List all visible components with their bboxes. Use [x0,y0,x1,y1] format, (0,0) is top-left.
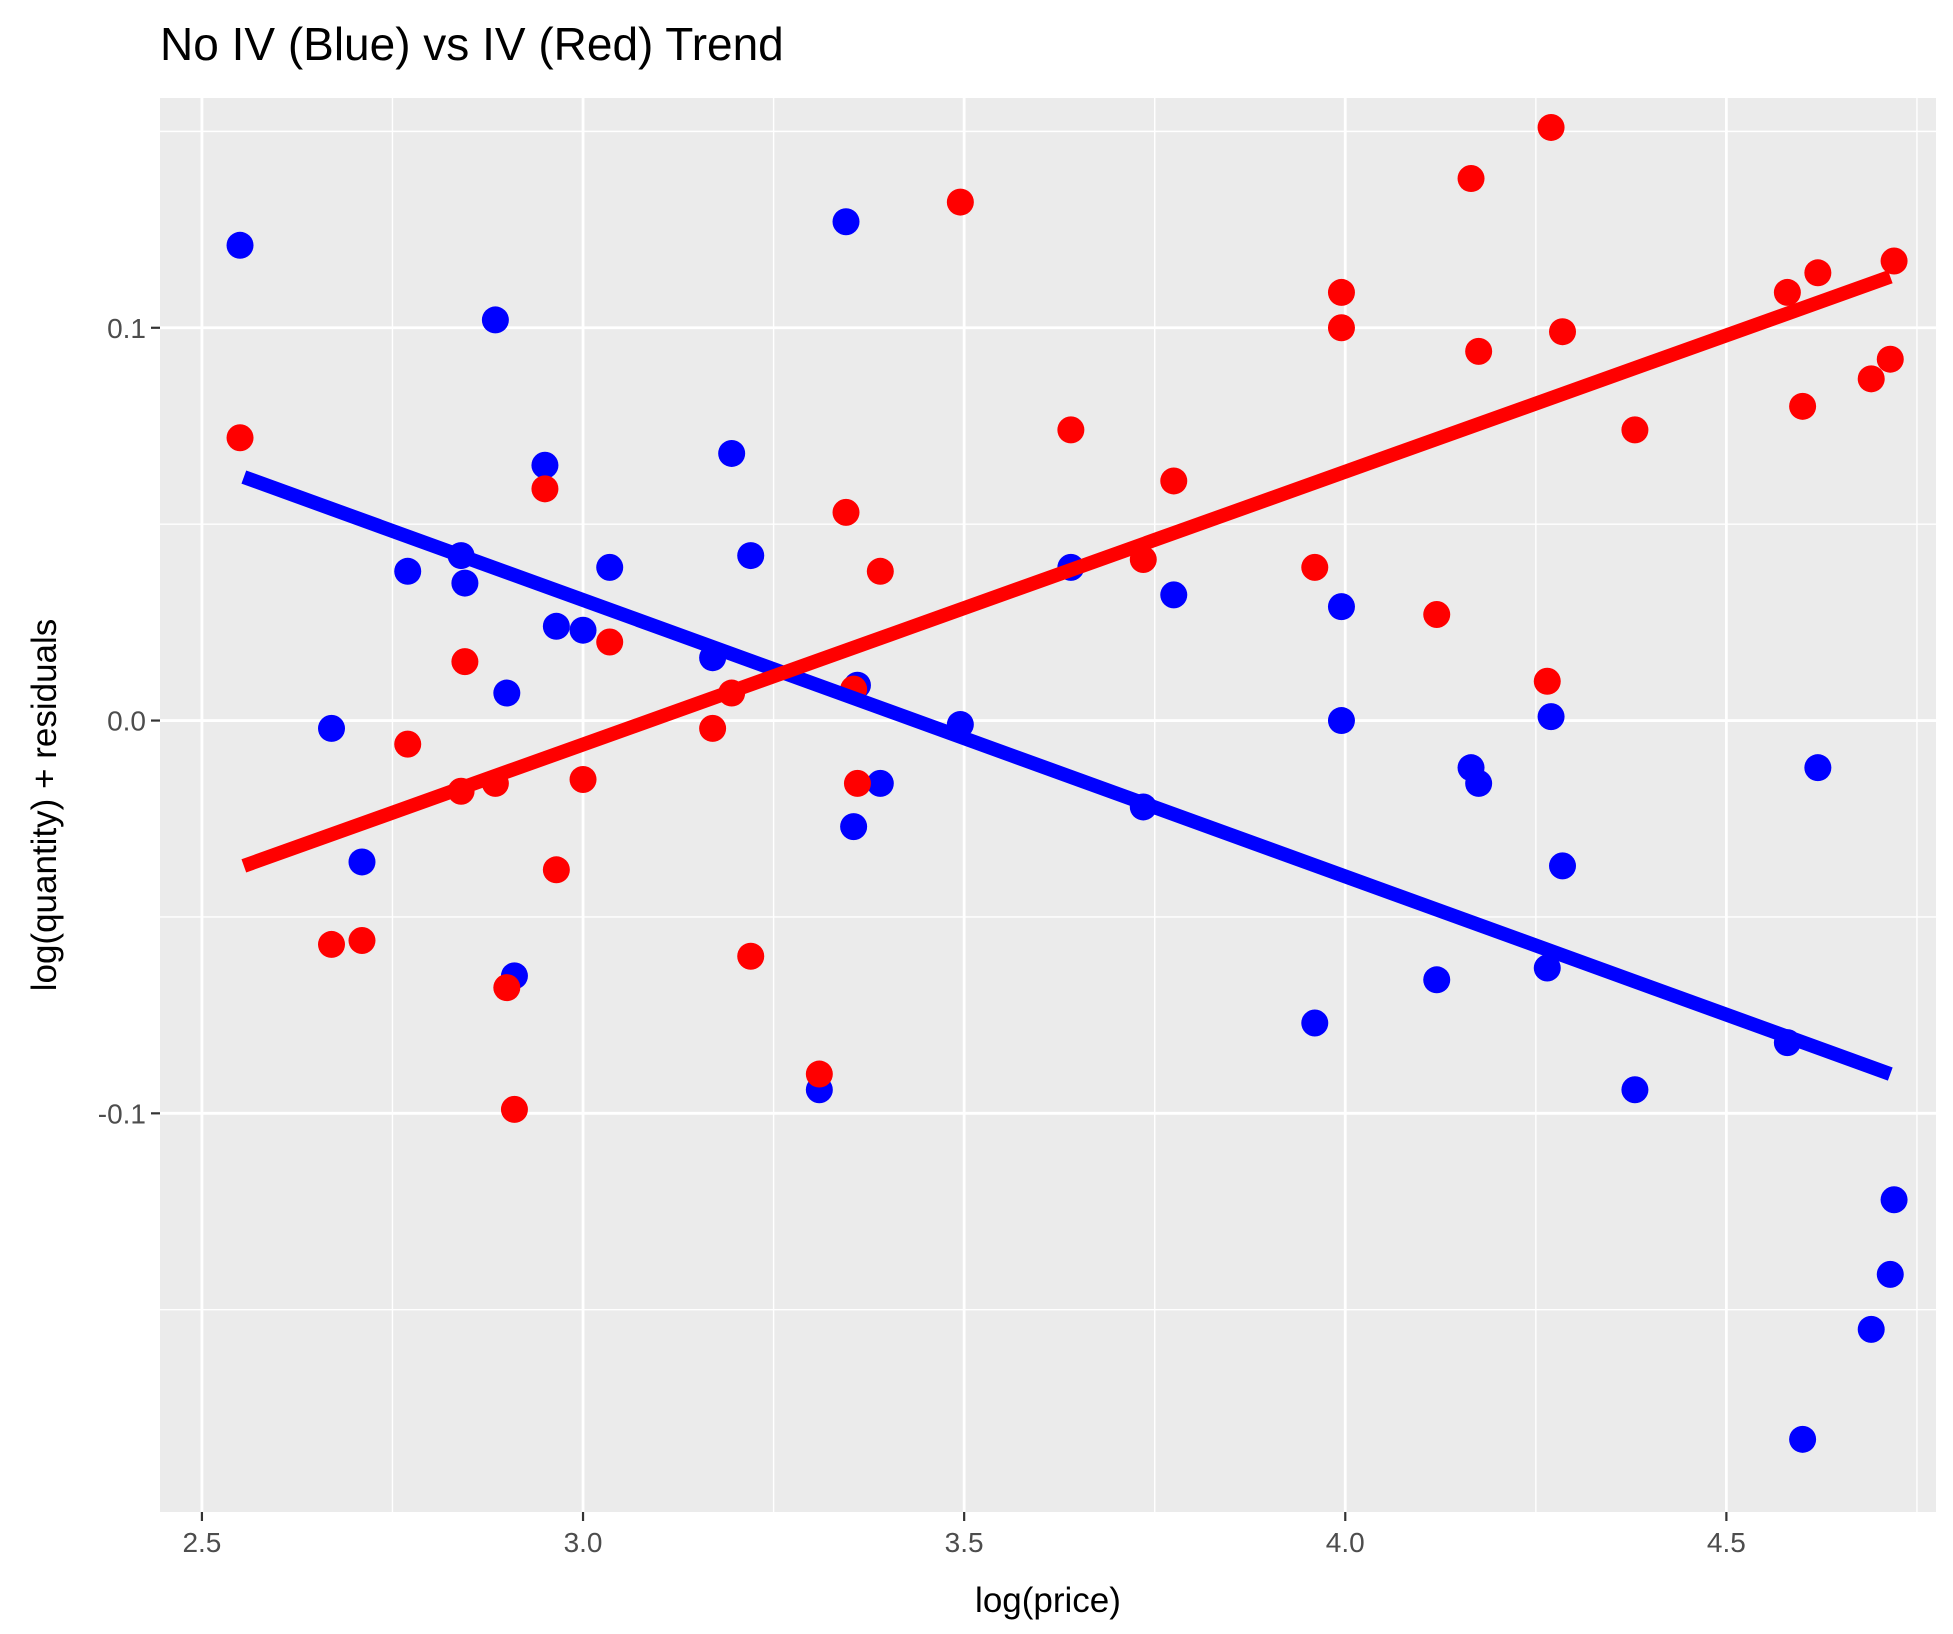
data-point-red [348,927,376,955]
data-point-blue [569,616,597,644]
chart-title: No IV (Blue) vs IV (Red) Trend [160,18,784,70]
data-point-red [596,628,624,656]
y-tick-label: 0.0 [107,706,146,737]
data-point-red [1804,259,1832,287]
data-point-blue [737,542,765,570]
data-point-blue [394,557,422,585]
data-point-red [318,930,346,958]
data-point-red [1301,553,1329,581]
data-point-red [1537,113,1565,141]
trend-line-red [241,270,1893,873]
data-point-blue [1301,1009,1329,1037]
data-point-blue [718,439,746,467]
data-point-blue [1533,954,1561,982]
data-point-blue [531,451,559,479]
data-point-red [1057,416,1085,444]
x-tick-label: 4.0 [1326,1527,1365,1558]
x-tick-label: 3.5 [945,1527,984,1558]
x-tick-label: 4.5 [1707,1527,1746,1558]
data-point-blue [1423,966,1451,994]
data-point-red [1880,247,1908,275]
data-point-red [493,974,521,1002]
plot-panel [160,98,1936,1512]
x-tick-label: 3.0 [564,1527,603,1558]
data-point-blue [832,208,860,236]
data-point-red [805,1060,833,1088]
data-point-blue [1880,1186,1908,1214]
data-point-red [1423,601,1451,629]
data-point-red [1876,345,1904,373]
data-point-red [1465,337,1493,365]
y-axis: -0.1 0.0 0.1 [98,313,160,1129]
y-tick-label: -0.1 [98,1098,146,1129]
data-point-red [737,942,765,970]
data-point-blue [1857,1315,1885,1343]
data-point-blue [542,612,570,640]
data-point-blue [1876,1260,1904,1288]
data-point-blue [1804,754,1832,782]
x-tick-label: 2.5 [182,1527,221,1558]
data-point-red [226,424,254,452]
data-point-red [500,1095,528,1123]
data-point-red [1327,278,1355,306]
data-point-red [1857,365,1885,393]
data-point-blue [1789,1425,1817,1453]
data-point-red [1621,416,1649,444]
y-tick-label: 0.1 [107,313,146,344]
data-point-red [1773,278,1801,306]
data-point-blue [1160,581,1188,609]
data-point-blue [840,813,868,841]
data-point-red [1457,165,1485,193]
data-point-red [531,475,559,503]
data-point-blue [1327,707,1355,735]
data-point-red [569,765,597,793]
data-point-red [866,557,894,585]
trend-lines [241,270,1893,1081]
data-point-blue [348,848,376,876]
major-gridlines [160,98,1936,1512]
data-point-red [699,714,727,742]
y-axis-title: log(quantity) + residuals [25,619,64,992]
data-point-blue [493,679,521,707]
data-point-red [1327,314,1355,342]
data-point-blue [318,714,346,742]
data-point-red [832,498,860,526]
data-point-red [843,769,871,797]
data-point-blue [596,553,624,581]
trend-line-blue [241,470,1893,1081]
data-point-red [1160,467,1188,495]
data-point-red [1549,318,1577,346]
data-point-blue [1327,593,1355,621]
data-point-red [1533,667,1561,695]
data-point-blue [1549,852,1577,880]
data-point-blue [451,569,479,597]
data-point-blue [1465,769,1493,797]
data-point-blue [866,769,894,797]
data-point-blue [1537,703,1565,731]
data-point-red [946,188,974,216]
x-axis-title: log(price) [975,1581,1121,1620]
data-point-blue [1621,1076,1649,1104]
data-point-red [542,856,570,884]
data-point-red [394,730,422,758]
data-point-blue [226,231,254,259]
data-point-red [1789,392,1817,420]
data-point-blue [481,306,509,334]
data-point-red [451,648,479,676]
x-axis: 2.5 3.0 3.5 4.0 4.5 [182,1512,1746,1558]
